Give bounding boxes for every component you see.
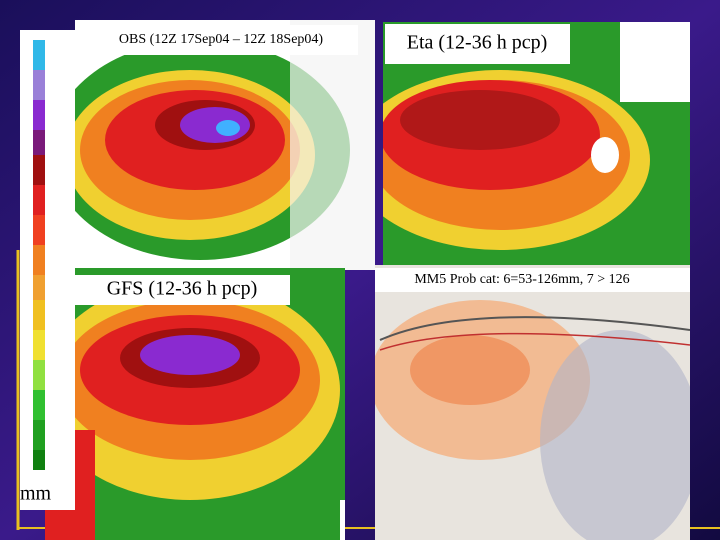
legend-label: 5	[64, 431, 70, 443]
mm5-map	[375, 265, 690, 540]
legend-label: 75	[58, 193, 70, 205]
legend-panel	[20, 30, 75, 510]
legend-label: 50	[58, 222, 70, 234]
gfs-map	[45, 268, 345, 540]
label-box	[375, 268, 690, 292]
label-box	[85, 25, 358, 55]
legend-unit: mm	[20, 483, 52, 505]
legend-label: 15	[58, 372, 70, 384]
panel-label: MM5 Prob cat: 6=53-126mm, 7 > 126	[414, 272, 629, 287]
panel-labels: OBS (12Z 17Sep04 – 12Z 18Sep04) Eta (12-…	[75, 24, 690, 305]
legend-label: 0	[64, 461, 70, 473]
legend-label: 25	[58, 312, 70, 324]
legend-label: 175	[52, 72, 70, 84]
panel-label: OBS (12Z 17Sep04 – 12Z 18Sep04)	[119, 32, 324, 47]
label-box	[75, 275, 290, 305]
legend-label: 10	[58, 402, 70, 414]
legend-label: 20	[58, 343, 70, 355]
legend-label: 35	[58, 252, 70, 264]
legend-label: 150	[52, 100, 70, 112]
legend: mm	[20, 30, 75, 510]
obs-map	[75, 20, 375, 270]
label-box	[385, 24, 570, 64]
legend-label: 100	[52, 163, 70, 175]
legend-label: 125	[52, 133, 70, 145]
panel-label: GFS (12-36 h pcp)	[107, 278, 258, 300]
panel-label: Eta (12-36 h pcp)	[407, 32, 548, 54]
